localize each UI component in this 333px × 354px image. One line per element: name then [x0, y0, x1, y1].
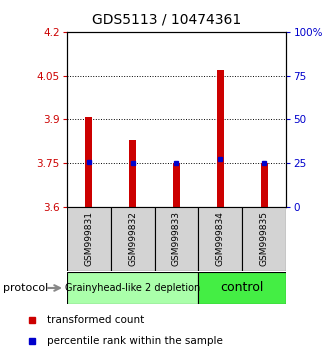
Text: GSM999834: GSM999834	[216, 211, 225, 267]
Bar	[111, 207, 155, 271]
Text: GSM999832: GSM999832	[128, 211, 137, 267]
Bar	[198, 207, 242, 271]
Text: GSM999833: GSM999833	[172, 211, 181, 267]
Text: control: control	[221, 281, 264, 295]
Bar	[198, 272, 286, 304]
Bar	[85, 116, 92, 207]
Bar	[129, 140, 136, 207]
Bar	[173, 163, 180, 207]
Text: GDS5113 / 10474361: GDS5113 / 10474361	[92, 12, 241, 27]
Bar	[155, 207, 198, 271]
Bar	[67, 272, 198, 304]
Text: GSM999835: GSM999835	[260, 211, 269, 267]
Text: protocol: protocol	[3, 283, 49, 293]
Text: transformed count: transformed count	[47, 315, 145, 325]
Bar	[217, 70, 224, 207]
Text: percentile rank within the sample: percentile rank within the sample	[47, 336, 223, 346]
Bar	[67, 207, 111, 271]
Bar	[261, 163, 268, 207]
Text: Grainyhead-like 2 depletion: Grainyhead-like 2 depletion	[65, 283, 200, 293]
Text: GSM999831: GSM999831	[84, 211, 93, 267]
Bar	[242, 207, 286, 271]
